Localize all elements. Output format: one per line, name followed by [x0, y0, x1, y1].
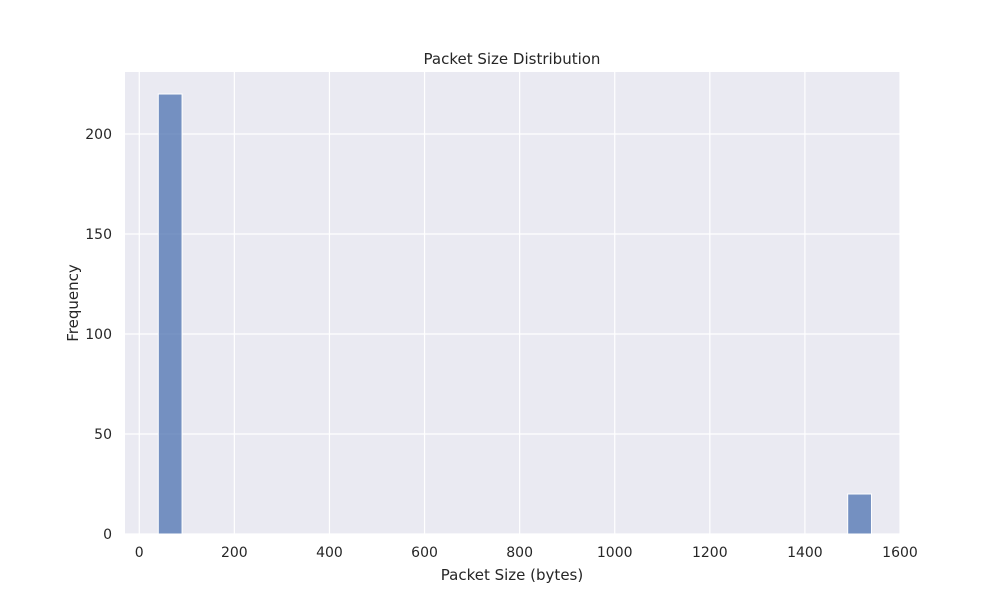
y-tick-label: 100 [85, 327, 112, 343]
y-axis-label: Frequency [64, 264, 82, 342]
y-tick-label: 150 [85, 227, 112, 243]
x-tick-label: 1000 [597, 545, 633, 561]
histogram-bar [157, 93, 183, 535]
x-tick-label: 400 [316, 545, 343, 561]
y-tick-label: 50 [94, 427, 112, 443]
tick-labels: 0 200 400 600 800 1000 1200 1400 1600 0 50 100 150 20… [85, 127, 918, 561]
bars [157, 93, 872, 535]
x-tick-label: 800 [506, 545, 533, 561]
grid-lines [125, 72, 901, 535]
x-tick-label: 1400 [787, 545, 823, 561]
x-tick-label: 1600 [882, 545, 918, 561]
chart-title: Packet Size Distribution [424, 50, 601, 68]
y-tick-label: 0 [103, 527, 112, 543]
x-axis-label: Packet Size (bytes) [441, 566, 583, 584]
x-tick-label: 1200 [692, 545, 728, 561]
histogram-bar [847, 493, 872, 535]
plot-area [125, 72, 900, 534]
x-tick-label: 0 [135, 545, 144, 561]
x-tick-label: 600 [411, 545, 438, 561]
x-tick-label: 200 [221, 545, 248, 561]
y-tick-label: 200 [85, 127, 112, 143]
